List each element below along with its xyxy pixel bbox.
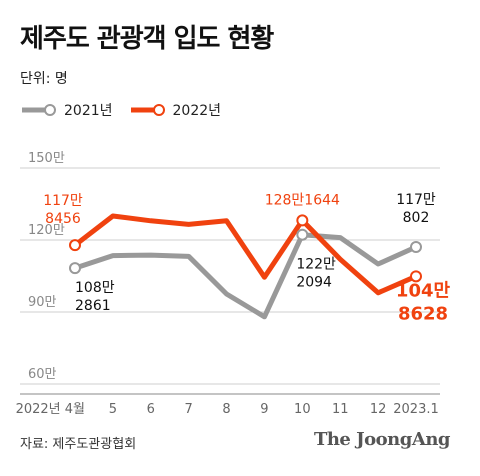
legend-item-2021: 2021년 [20,100,113,120]
data-label: 128만1644 [265,192,340,208]
data-label: 802 [403,210,430,226]
legend-swatch-2021 [22,104,56,116]
legend: 2021년 2022년 [20,100,237,120]
legend-label-2022: 2022년 [172,103,222,119]
series-line-1 [72,213,419,296]
x-tick-label: 10 [294,402,311,417]
data-label: 117만 [396,192,436,208]
series-line-0 [72,232,419,320]
y-tick-label: 60만 [28,367,57,382]
data-point-marker [296,228,309,241]
data-point-marker [410,270,422,283]
data-label: 104만 [396,280,451,301]
y-tick-label: 150만 [28,151,65,166]
chart-title: 제주도 관광객 입도 현황 [20,24,274,54]
legend-label-2021: 2021년 [64,103,113,119]
data-label: 8628 [398,303,448,324]
data-point-marker [69,262,81,275]
data-label: 122만 [296,257,336,273]
x-tick-label: 2023.1 [393,402,439,417]
data-label: 8456 [45,211,81,227]
source-note: 자료: 제주도관광협회 [20,437,137,452]
y-tick-label: 120만 [28,223,65,238]
unit-label: 단위: 명 [20,71,68,87]
data-label: 108만 [75,280,115,296]
y-tick-label: 90만 [28,295,57,310]
x-tick-label: 5 [109,402,117,417]
x-tick-label: 6 [147,402,155,417]
x-tick-label: 9 [260,402,268,417]
brand-logo: The JoongAng [313,429,451,450]
data-point-marker [69,239,81,252]
x-tick-label: 12 [370,402,387,417]
x-tick-label: 8 [222,402,230,417]
data-point-marker [410,241,422,254]
data-label: 117만 [43,193,83,209]
x-tick-label: 7 [185,402,193,417]
data-point-marker [296,214,309,227]
data-label: 2094 [296,275,332,291]
legend-item-2022: 2022년 [129,100,222,120]
data-label: 2861 [75,298,111,314]
x-tick-label: 2022년 4월 [16,402,85,417]
legend-swatch-2022 [130,104,165,116]
x-tick-label: 11 [332,402,349,417]
